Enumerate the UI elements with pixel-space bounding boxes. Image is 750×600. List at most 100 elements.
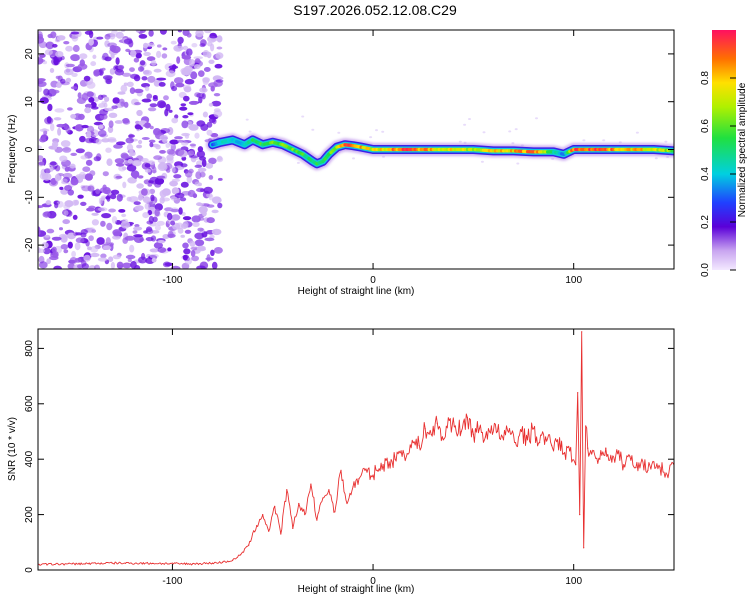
snr-panel: -100 0 100 0 200 400 600 800 Height of straigh…: [7, 328, 675, 595]
noise-blob: [171, 178, 181, 182]
noise-blob: [123, 38, 133, 44]
noise-blob: [189, 143, 197, 147]
spectrogram-y-axis-label: Frequency (Hz): [7, 115, 18, 184]
noise-blob: [200, 123, 209, 131]
noise-speck: [245, 118, 249, 121]
noise-blob: [77, 92, 82, 99]
noise-blob: [204, 30, 212, 34]
noise-blob: [53, 265, 62, 269]
noise-blob: [88, 205, 96, 209]
noise-blob: [80, 229, 88, 235]
noise-speck: [296, 161, 300, 164]
noise-blob: [100, 253, 107, 259]
snr-point: [569, 450, 571, 452]
noise-blob: [186, 32, 192, 38]
noise-blob: [127, 158, 133, 164]
noise-blob: [194, 164, 203, 168]
noise-blob: [189, 240, 196, 247]
noise-blob: [178, 207, 183, 215]
y-tick-label: -20: [24, 237, 35, 252]
noise-blob: [152, 96, 159, 102]
snr-point: [581, 331, 583, 333]
noise-blob: [134, 224, 140, 228]
noise-blob: [217, 155, 223, 161]
noise-blob: [136, 144, 143, 149]
snr-point: [376, 469, 378, 471]
noise-blob: [167, 230, 174, 239]
noise-blob: [146, 226, 153, 232]
noise-blob: [104, 107, 115, 112]
noise-blob: [147, 107, 157, 112]
noise-blob: [215, 52, 224, 59]
noise-blob: [157, 100, 166, 109]
noise-blob: [129, 244, 135, 253]
noise-blob: [116, 261, 124, 269]
noise-blob: [143, 51, 151, 57]
noise-blob: [211, 196, 222, 204]
noise-blob: [196, 202, 204, 207]
colorbar-ticks: 0.0 0.2 0.4 0.6 0.8: [700, 71, 736, 277]
noise-blob: [80, 155, 88, 160]
noise-blob: [143, 69, 152, 76]
chart-title: S197.2026.052.12.08.C29: [293, 2, 457, 18]
noise-blob: [134, 102, 141, 106]
noise-blob: [70, 86, 78, 90]
noise-blob: [115, 31, 124, 39]
noise-blob: [122, 72, 132, 77]
noise-blob: [71, 250, 76, 258]
noise-blob: [147, 183, 153, 187]
noise-speck: [301, 115, 305, 118]
snr-point: [577, 392, 579, 394]
noise-blob: [181, 120, 189, 129]
noise-blob: [74, 124, 84, 132]
snr-point: [585, 425, 587, 427]
noise-blob: [190, 149, 195, 155]
noise-blob: [144, 202, 150, 210]
noise-blob: [133, 173, 138, 180]
noise-blob: [79, 53, 88, 60]
noise-blob: [104, 96, 110, 102]
noise-blob: [38, 57, 44, 65]
noise-blob: [181, 132, 190, 137]
snr-frame: [37, 328, 675, 571]
noise-blob: [196, 245, 206, 250]
snr-point: [484, 436, 486, 438]
noise-blob: [144, 168, 151, 173]
noise-blob: [75, 174, 84, 179]
noise-blob: [50, 123, 55, 132]
noise-blob: [112, 254, 122, 260]
noise-blob: [163, 95, 169, 101]
noise-blob: [213, 93, 221, 97]
noise-blob: [57, 127, 62, 136]
noise-blob: [88, 38, 94, 46]
noise-blob: [60, 78, 66, 84]
snr-point: [292, 527, 294, 530]
noise-blob: [64, 166, 70, 172]
noise-blob: [183, 86, 192, 93]
noise-blob: [194, 132, 200, 139]
noise-blob: [85, 159, 93, 166]
noise-blob: [176, 56, 181, 64]
noise-blob: [180, 103, 187, 107]
noise-blob: [171, 166, 176, 173]
noise-blob: [122, 181, 127, 189]
noise-blob: [164, 262, 174, 267]
noise-blob: [126, 143, 134, 152]
snr-point: [502, 439, 505, 441]
noise-blob: [171, 117, 179, 124]
noise-blob: [89, 170, 96, 177]
snr-point: [316, 519, 318, 521]
noise-blob: [112, 97, 120, 104]
noise-blob: [59, 186, 64, 190]
snr-point: [514, 442, 517, 444]
noise-speck: [516, 162, 520, 165]
snr-point: [240, 554, 242, 556]
noise-blob: [100, 220, 106, 227]
noise-blob: [115, 57, 120, 65]
noise-blob: [38, 41, 47, 49]
spectrogram-y-ticks: -20 -10 0 10 20: [24, 48, 674, 252]
noise-blob: [182, 221, 189, 229]
snr-point: [328, 489, 330, 491]
noise-blob: [208, 117, 216, 123]
noise-blob: [156, 50, 162, 59]
